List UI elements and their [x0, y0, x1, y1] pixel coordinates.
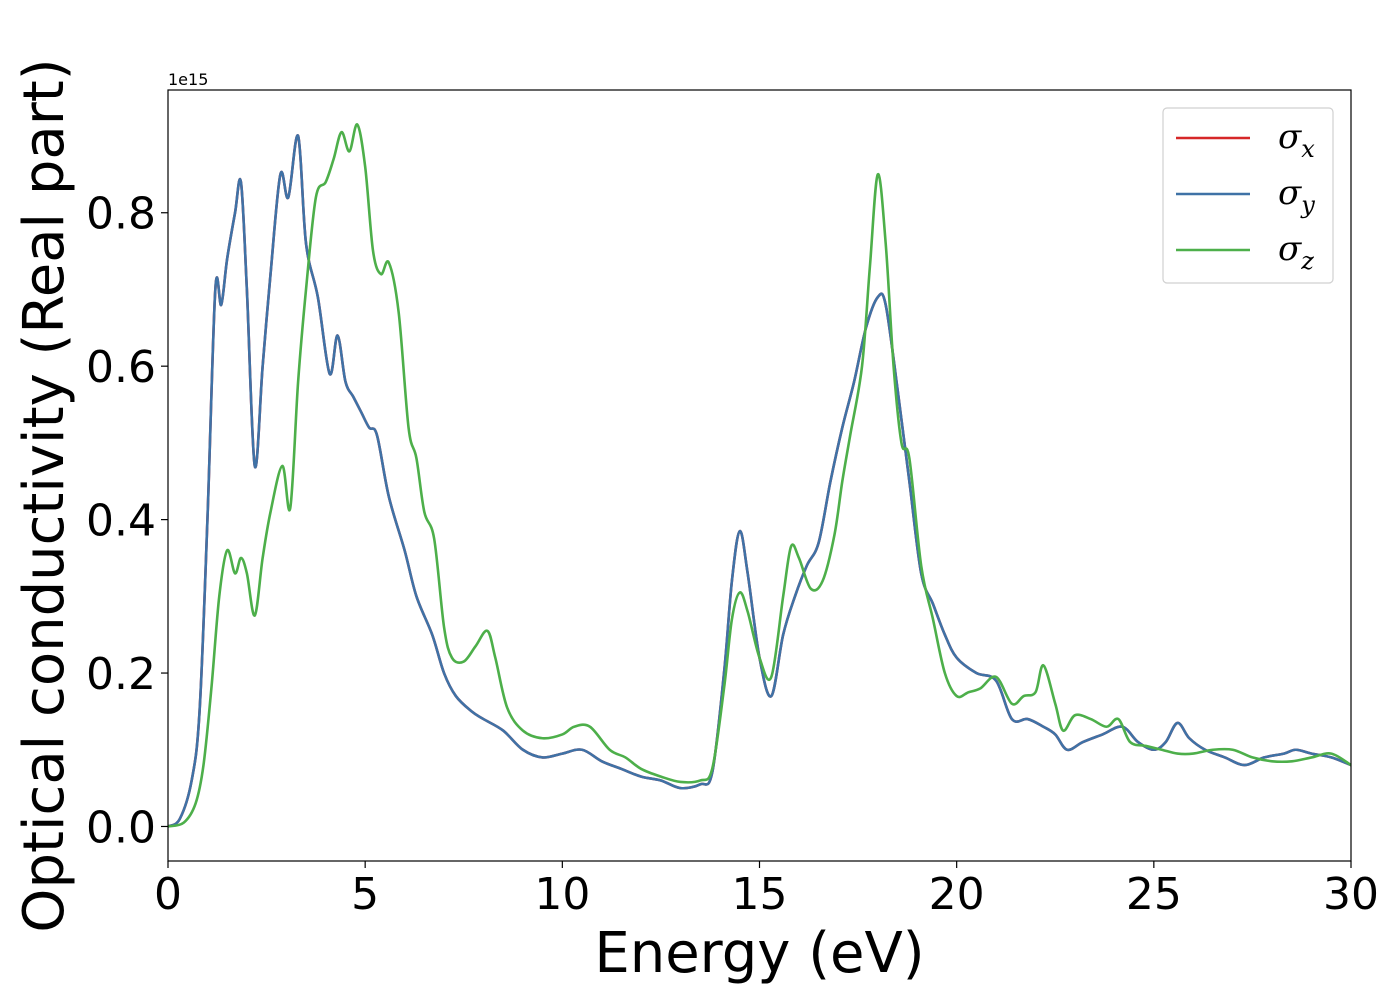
x-tick-label: 0: [154, 869, 182, 920]
y-tick-label: 0.8: [86, 189, 156, 240]
y-tick-label: 0.0: [86, 802, 156, 853]
x-tick-label: 20: [929, 869, 985, 920]
legend-symbol: σ: [1278, 117, 1302, 157]
y-tick-label: 0.6: [86, 342, 156, 393]
x-tick-label: 10: [534, 869, 590, 920]
y-axis-label: Optical conductivity (Real part): [12, 58, 77, 932]
legend-label-sigma-y: σy: [1278, 173, 1315, 219]
x-axis-label: Energy (eV): [594, 921, 924, 986]
legend-subscript: y: [1300, 191, 1315, 219]
legend-subscript: z: [1300, 247, 1314, 275]
series-line-sigma-z: [168, 123, 1351, 828]
x-tick-label: 25: [1126, 869, 1182, 920]
y-axis: 0.0 0.2 0.4 0.6 0.8: [86, 189, 168, 853]
legend-symbol: σ: [1278, 173, 1302, 213]
legend-label-sigma-z: σz: [1278, 229, 1314, 275]
legend-box: [1162, 107, 1334, 284]
y-tick-label: 0.2: [86, 649, 156, 700]
y-tick-label: 0.4: [86, 496, 156, 547]
x-tick-label: 5: [351, 869, 379, 920]
x-axis: 0 5 10 15 20 25 30: [154, 861, 1379, 920]
series-layer: [168, 123, 1351, 828]
legend-subscript: x: [1301, 135, 1315, 163]
legend-label-sigma-x: σx: [1278, 117, 1315, 163]
legend-symbol: σ: [1278, 229, 1302, 269]
series-line-sigma-y: [168, 134, 1351, 828]
x-tick-label: 30: [1323, 869, 1379, 920]
x-tick-label: 15: [732, 869, 788, 920]
y-offset-text: 1e15: [168, 70, 208, 89]
